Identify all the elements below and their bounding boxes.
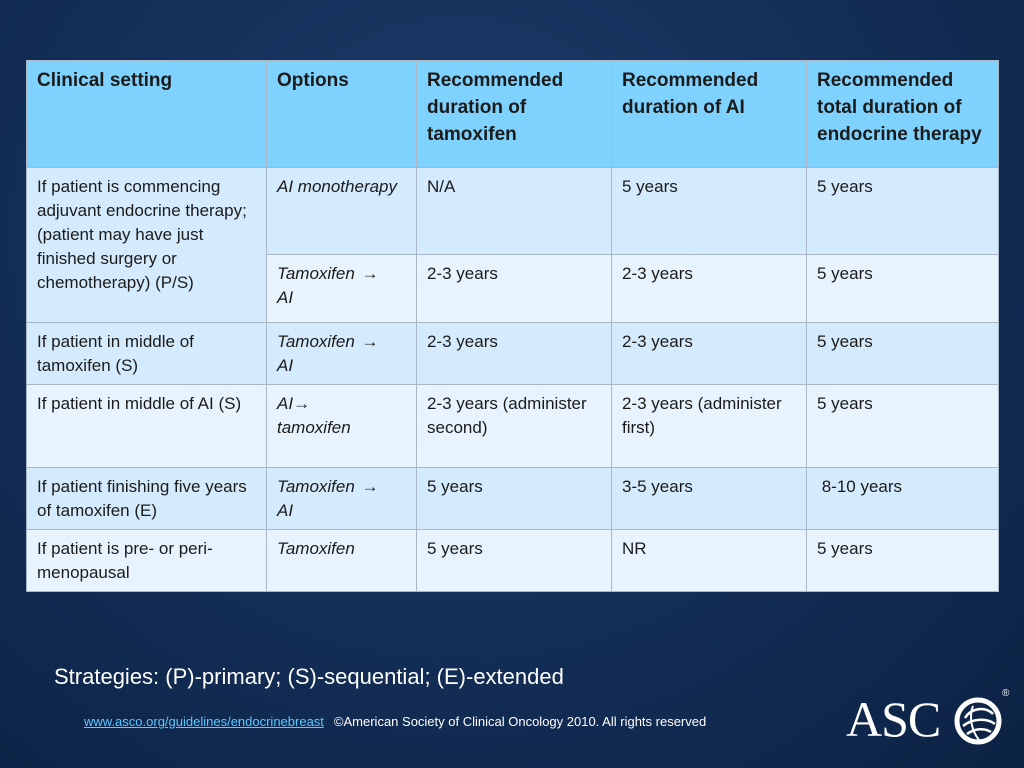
option-second: AI (277, 288, 294, 307)
table-row: If patient is commencing adjuvant endocr… (26, 167, 999, 323)
table-row: Tamoxifen → AI 2-3 years 2-3 years 5 year… (27, 254, 999, 323)
header-options: Options (266, 60, 417, 168)
guidelines-link[interactable]: www.asco.org/guidelines/endocrinebreast (84, 714, 324, 729)
option-cell: Tamoxifen → AI (266, 322, 417, 385)
option-first: Tamoxifen (277, 332, 355, 351)
total-duration-cell: 5 years (806, 322, 999, 385)
tamoxifen-duration-cell: 5 years (416, 467, 612, 530)
tamoxifen-duration-cell: 2-3 years (416, 322, 612, 385)
copyright-text: ©American Society of Clinical Oncology 2… (333, 714, 707, 729)
ai-duration-cell: 2-3 years (administer first) (611, 384, 807, 468)
setting-cell: If patient in middle of AI (S) (26, 384, 267, 468)
asco-logo: ASC ® (846, 688, 1016, 752)
setting-cell: If patient is pre- or peri-menopausal (26, 529, 267, 592)
arrow-icon: → (293, 394, 311, 413)
option-second: AI (277, 501, 294, 520)
setting-cell: If patient in middle of tamoxifen (S) (26, 322, 267, 385)
ai-duration-cell: 2-3 years (611, 254, 807, 323)
option-cell: Tamoxifen (266, 529, 417, 592)
tamoxifen-duration-cell: N/A (416, 167, 612, 255)
table-row: If patient finishing five years of tamox… (26, 467, 999, 530)
ai-duration-cell: 3-5 years (611, 467, 807, 530)
option-first: AI (277, 394, 294, 413)
option-cell: AI→ tamoxifen (266, 384, 417, 468)
total-duration-cell: 5 years (806, 167, 999, 255)
setting-cell: If patient finishing five years of tamox… (26, 467, 267, 530)
option-cell: Tamoxifen → AI (266, 254, 417, 323)
table-row: If patient is pre- or peri-menopausal Ta… (26, 529, 999, 592)
table-row: If patient in middle of tamoxifen (S) Ta… (26, 322, 999, 385)
tamoxifen-duration-cell: 2-3 years (416, 254, 612, 323)
table-row: If patient in middle of AI (S) AI→ tamoxi… (26, 384, 999, 468)
total-duration-cell: 5 years (806, 384, 999, 468)
ai-duration-cell: 5 years (611, 167, 807, 255)
asco-globe-icon (954, 697, 1002, 745)
option-first: Tamoxifen (277, 477, 355, 496)
logo-wordmark: ASC (846, 691, 941, 747)
arrow-icon: → (361, 264, 379, 283)
option-cell: AI monotherapy (266, 167, 417, 255)
tamoxifen-duration-cell: 5 years (416, 529, 612, 592)
option-cell: Tamoxifen → AI (266, 467, 417, 530)
registered-mark: ® (1002, 688, 1010, 699)
arrow-icon: → (361, 332, 379, 351)
setting-cell: If patient is commencing adjuvant endocr… (26, 167, 267, 323)
option-second: tamoxifen (277, 418, 351, 437)
total-duration-cell: 5 years (806, 529, 999, 592)
ai-duration-cell: NR (611, 529, 807, 592)
arrow-icon: → (361, 477, 379, 496)
header-duration-ai: Recommended duration of AI (611, 60, 807, 168)
header-clinical-setting: Clinical setting (26, 60, 267, 168)
total-duration-cell: 8-10 years (806, 467, 999, 530)
option-first: Tamoxifen (277, 264, 355, 283)
tamoxifen-duration-cell: 2-3 years (administer second) (416, 384, 612, 468)
header-duration-tamoxifen: Recommended duration of tamoxifen (416, 60, 612, 168)
duration-table: Clinical setting Options Recommended dur… (26, 60, 999, 592)
option-second: AI (277, 356, 294, 375)
strategies-legend: Strategies: (P)-primary; (S)-sequential;… (54, 664, 564, 689)
header-total-duration: Recommended total duration of endocrine … (806, 60, 999, 168)
table-header-row: Clinical setting Options Recommended dur… (26, 60, 999, 168)
ai-duration-cell: 2-3 years (611, 322, 807, 385)
footer: www.asco.org/guidelines/endocrinebreast ©… (84, 714, 706, 729)
total-duration-cell: 5 years (806, 254, 999, 323)
